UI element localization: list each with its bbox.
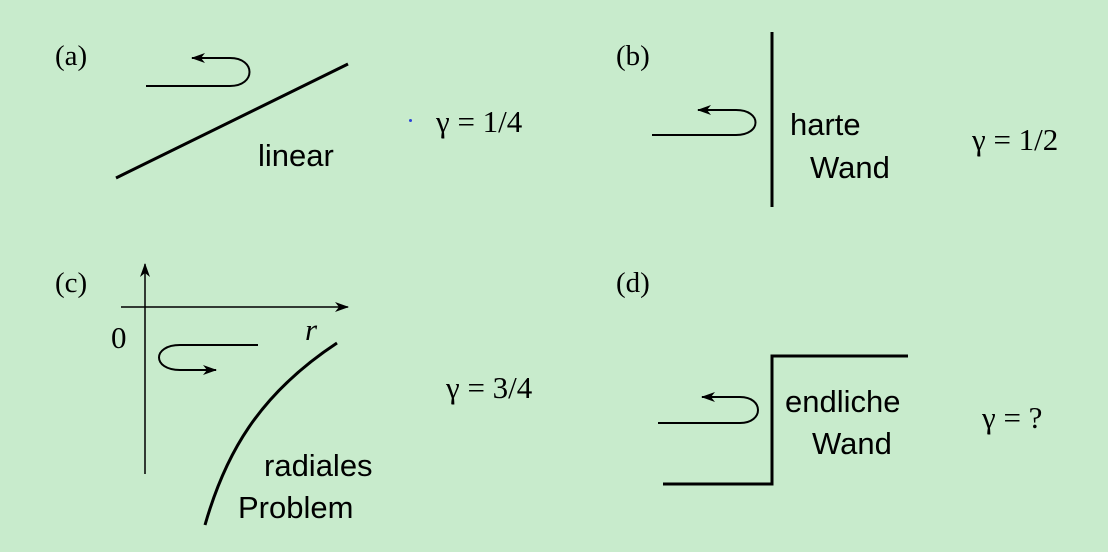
caption-wand-b: Wand [810,150,890,185]
reflected-wave-arrow-c [158,344,258,375]
gamma-b: γ = 1/2 [972,122,1059,157]
panel-label-d: (d) [616,267,650,299]
reflected-wave-arrow-a [146,53,251,87]
caption-radiales: radiales [264,448,373,483]
finite-wall-step [663,354,908,486]
caption-harte: harte [790,107,861,142]
axis-label-r: r [305,312,318,347]
linear-potential-line [115,62,349,180]
origin-label: 0 [111,320,127,355]
caption-wand-d: Wand [812,426,892,461]
panel-label-c: (c) [55,267,88,299]
panel-label-b: (b) [616,40,650,72]
reflected-wave-arrow-b [652,105,757,136]
caption-endliche: endliche [785,384,901,419]
panel-label-a: (a) [55,40,88,72]
gamma-c: γ = 3/4 [446,370,533,405]
caption-linear: linear [258,138,334,173]
radial-potential-curve [203,341,338,526]
stray-dot [409,119,412,122]
caption-problem: Problem [238,490,354,525]
reflected-wave-arrow-d [658,392,759,424]
gamma-a: γ = 1/4 [436,104,523,139]
gamma-d: γ = ? [982,400,1043,435]
